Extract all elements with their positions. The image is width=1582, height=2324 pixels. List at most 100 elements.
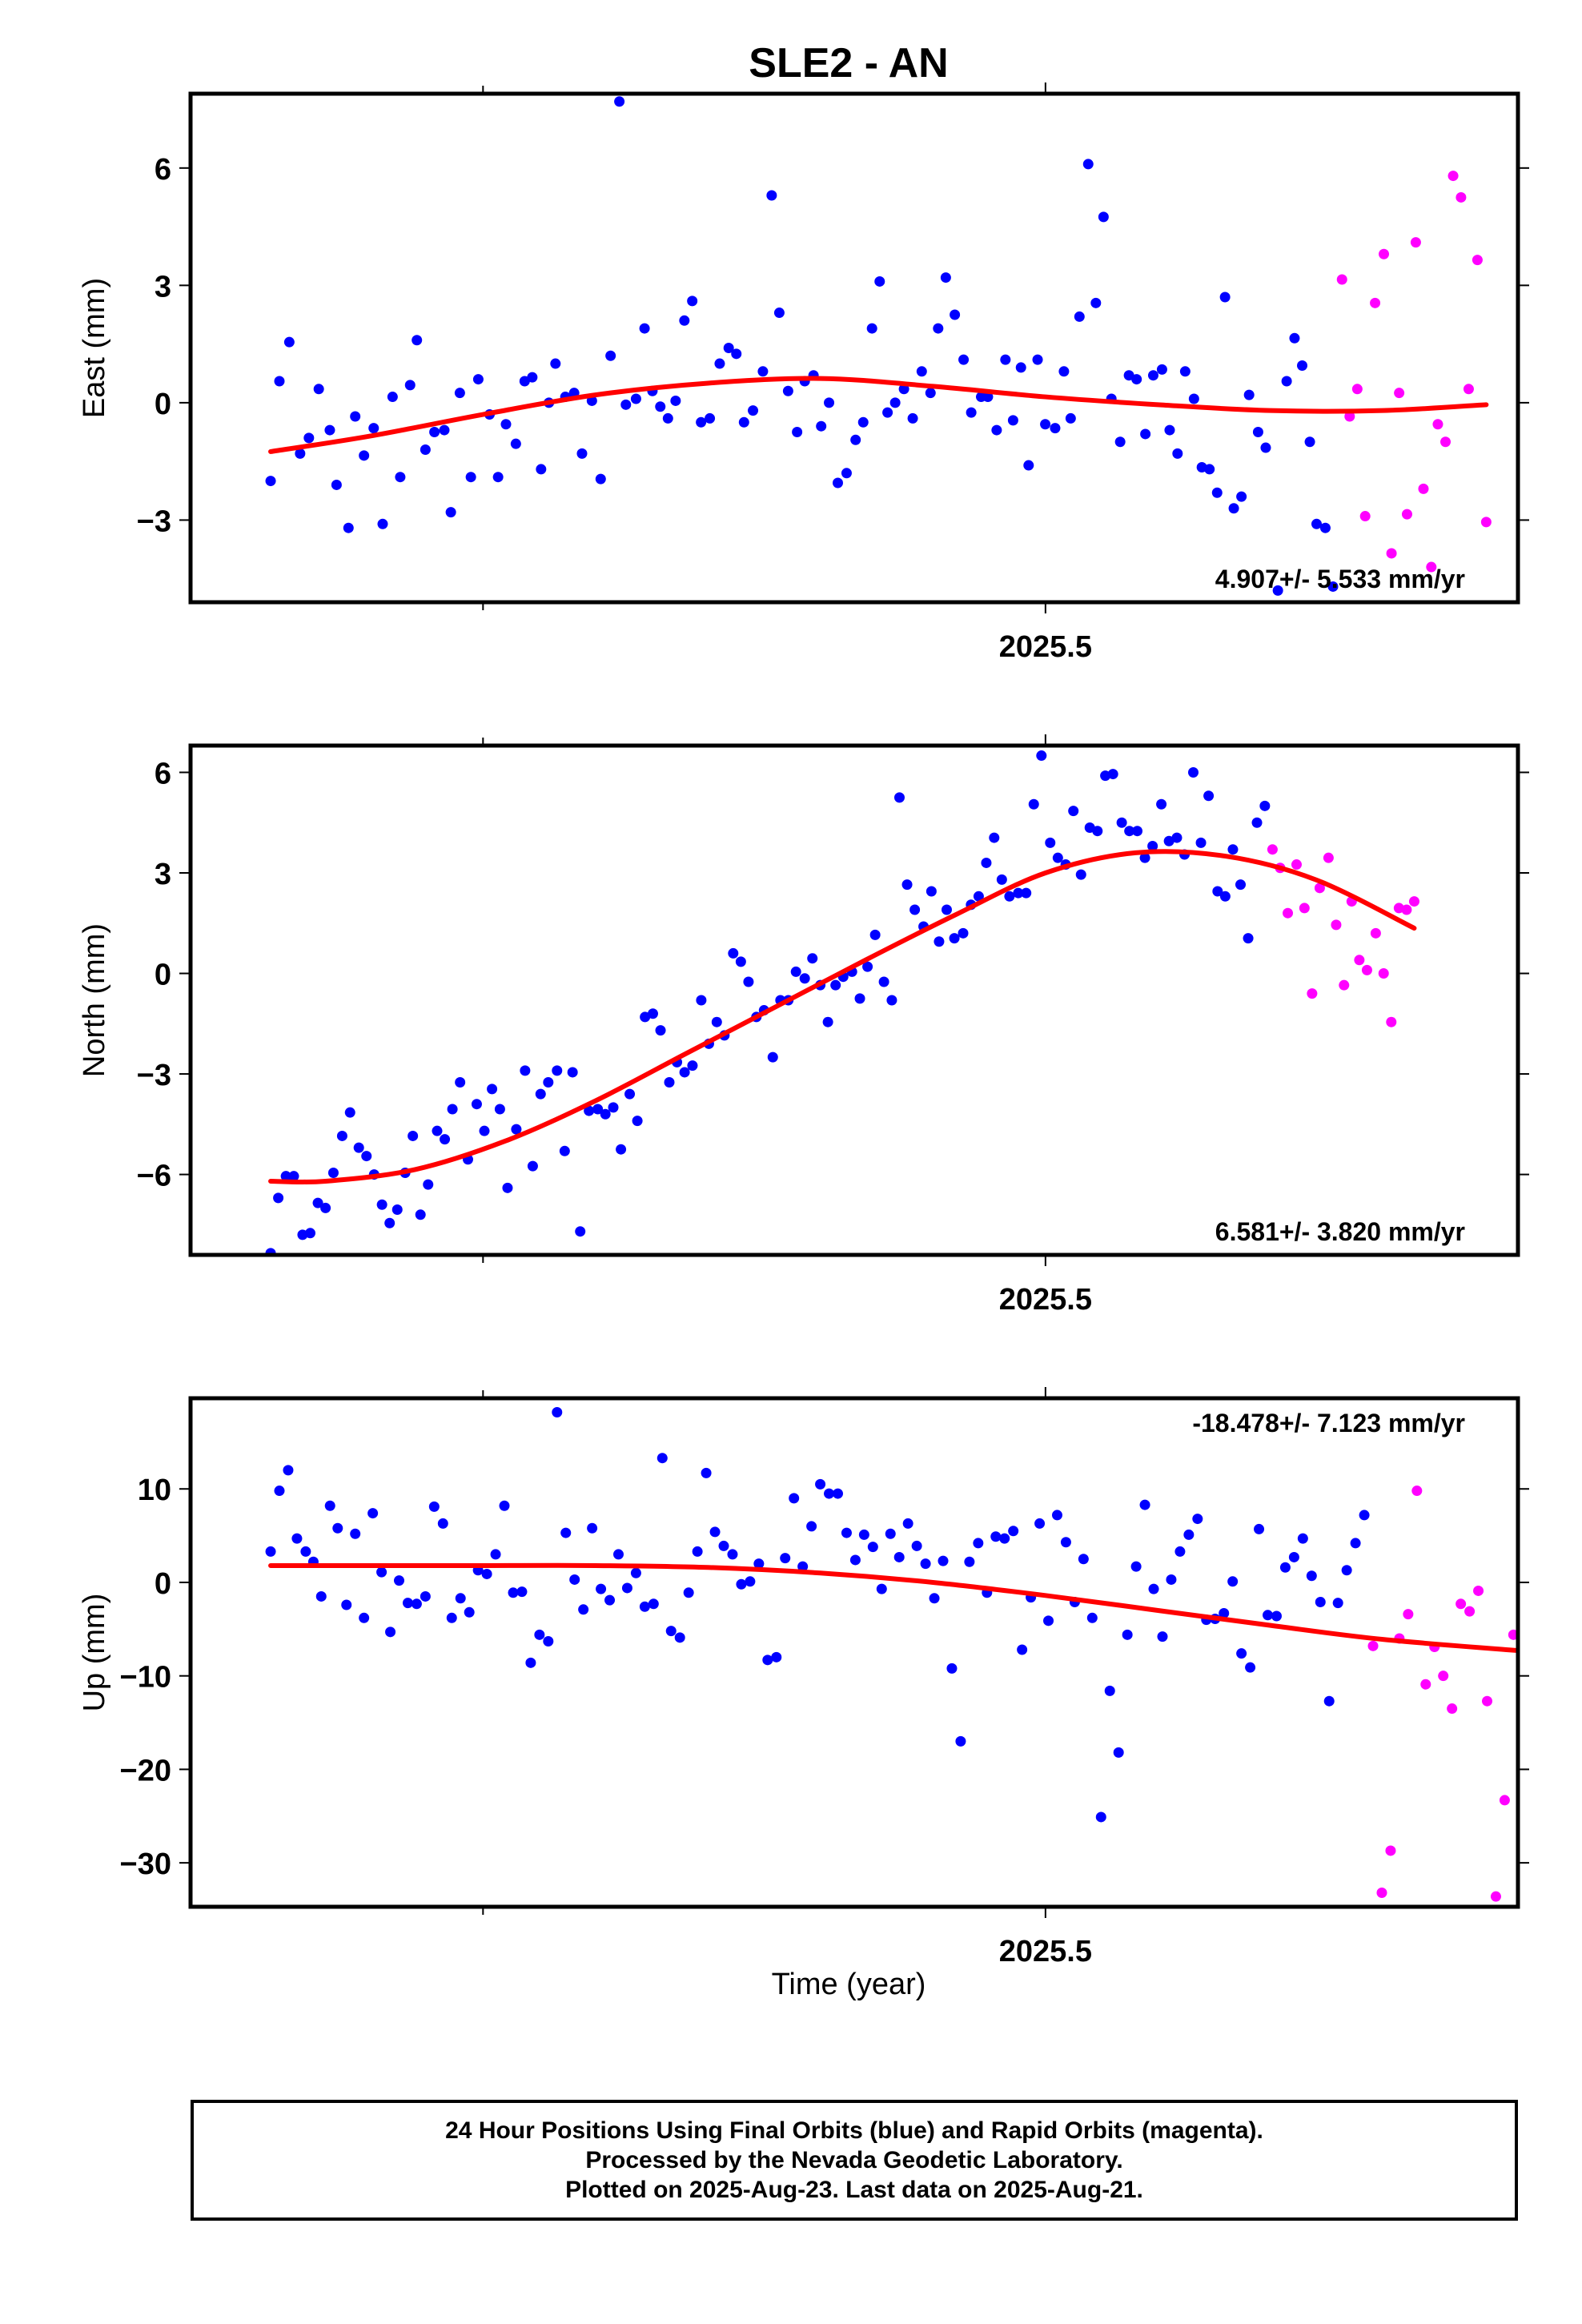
- final-orbit-point: [620, 399, 632, 410]
- rapid-orbit-point: [1385, 1845, 1396, 1856]
- final-orbit-point: [508, 1587, 519, 1598]
- final-orbit-point: [1187, 766, 1199, 778]
- final-orbit-point: [632, 1116, 643, 1127]
- final-orbit-point: [464, 1606, 475, 1618]
- final-orbit-point: [858, 1529, 869, 1540]
- final-orbit-point: [336, 1130, 347, 1141]
- y-tick-label: 0: [155, 1567, 171, 1601]
- final-orbit-point: [420, 444, 431, 455]
- final-orbit-point: [350, 1528, 361, 1539]
- final-orbit-point: [359, 450, 370, 461]
- final-orbit-point: [437, 1518, 448, 1529]
- final-orbit-point: [799, 973, 810, 984]
- final-orbit-point: [536, 464, 547, 475]
- final-orbit-point: [727, 1549, 738, 1560]
- rapid-orbit-point: [1378, 968, 1389, 979]
- final-orbit-point: [981, 857, 992, 868]
- final-orbit-point: [552, 1065, 563, 1076]
- y-tick-label: −10: [120, 1661, 171, 1695]
- final-orbit-point: [368, 423, 379, 434]
- x-tick-label: 2025.5: [999, 630, 1092, 664]
- final-orbit-point: [648, 1598, 659, 1610]
- final-orbit-point: [1124, 826, 1135, 837]
- final-orbit-point: [313, 384, 324, 395]
- data-points-north: [265, 750, 1419, 1255]
- final-orbit-point: [516, 1586, 528, 1598]
- final-orbit-point: [621, 1582, 632, 1594]
- final-orbit-point: [955, 1735, 966, 1747]
- final-orbit-point: [736, 1578, 747, 1590]
- final-orbit-point: [1236, 1648, 1247, 1659]
- rapid-orbit-point: [1447, 171, 1459, 182]
- final-orbit-point: [1043, 1615, 1054, 1626]
- final-orbit-point: [471, 1099, 482, 1110]
- final-orbit-point: [1281, 376, 1292, 387]
- caption-line-1: 24 Hour Positions Using Final Orbits (bl…: [445, 2117, 1263, 2144]
- final-orbit-point: [283, 336, 295, 348]
- y-axis-label: Up (mm): [78, 1594, 111, 1712]
- final-orbit-point: [1032, 354, 1043, 365]
- final-orbit-point: [728, 947, 739, 959]
- final-orbit-point: [295, 448, 306, 459]
- final-orbit-point: [1116, 817, 1127, 828]
- final-orbit-point: [1219, 1607, 1230, 1618]
- final-orbit-point: [941, 904, 952, 915]
- rapid-orbit-point: [1508, 1629, 1518, 1640]
- rapid-orbit-point: [1401, 904, 1412, 915]
- final-orbit-point: [898, 384, 909, 395]
- model-fit-line: [268, 1562, 1518, 1654]
- caption-box: 24 Hour Positions Using Final Orbits (bl…: [191, 2100, 1518, 2221]
- rapid-orbit-point: [1336, 274, 1347, 285]
- final-orbit-point: [1095, 1811, 1106, 1823]
- final-orbit-point: [420, 1590, 431, 1602]
- final-orbit-point: [614, 96, 625, 107]
- final-orbit-point: [552, 1407, 563, 1418]
- final-orbit-point: [499, 1500, 510, 1511]
- final-orbit-point: [857, 416, 869, 428]
- final-orbit-point: [1251, 817, 1263, 828]
- final-orbit-point: [595, 473, 606, 485]
- final-orbit-point: [1227, 1576, 1239, 1587]
- final-orbit-point: [395, 472, 406, 483]
- final-orbit-point: [920, 1558, 931, 1570]
- final-orbit-point: [510, 438, 521, 449]
- final-orbit-point: [701, 1467, 712, 1478]
- final-orbit-point: [1235, 879, 1247, 891]
- final-orbit-point: [982, 392, 994, 403]
- rapid-orbit-point: [1418, 483, 1429, 494]
- final-orbit-point: [656, 1453, 668, 1464]
- final-orbit-point: [569, 1574, 580, 1585]
- rapid-orbit-point: [1472, 255, 1483, 266]
- final-orbit-point: [394, 1575, 405, 1586]
- final-orbit-point: [265, 1546, 276, 1557]
- final-orbit-point: [411, 1598, 422, 1610]
- final-orbit-point: [1147, 370, 1158, 381]
- panel-up: −30 −20 −10 0 10 2025.5 Up (mm) -18.478+/- 7.12…: [78, 1387, 1529, 1968]
- final-orbit-point: [1252, 427, 1263, 438]
- final-orbit-point: [748, 405, 759, 416]
- final-orbit-point: [933, 323, 944, 334]
- model-fit-line: [268, 849, 1417, 1185]
- rapid-orbit-point: [1299, 903, 1310, 914]
- final-orbit-point: [655, 401, 666, 412]
- rapid-orbit-point: [1344, 411, 1355, 422]
- final-orbit-point: [1098, 211, 1109, 223]
- final-orbit-point: [525, 1657, 536, 1668]
- final-orbit-point: [815, 1478, 826, 1490]
- final-orbit-point: [1090, 297, 1102, 308]
- final-orbit-point: [273, 1192, 284, 1204]
- final-orbit-point: [773, 308, 785, 319]
- y-tick-label: 0: [155, 959, 171, 992]
- final-orbit-point: [587, 1522, 598, 1534]
- final-orbit-point: [331, 479, 342, 490]
- final-orbit-point: [1034, 1518, 1046, 1529]
- final-orbit-point: [324, 424, 335, 436]
- final-orbit-point: [762, 1655, 773, 1666]
- final-orbit-point: [341, 1599, 352, 1610]
- rapid-orbit-point: [1323, 852, 1334, 863]
- final-orbit-point: [377, 518, 388, 529]
- final-orbit-point: [440, 1134, 451, 1145]
- final-orbit-point: [492, 472, 504, 483]
- final-orbit-point: [559, 1145, 570, 1156]
- final-orbit-point: [465, 472, 476, 483]
